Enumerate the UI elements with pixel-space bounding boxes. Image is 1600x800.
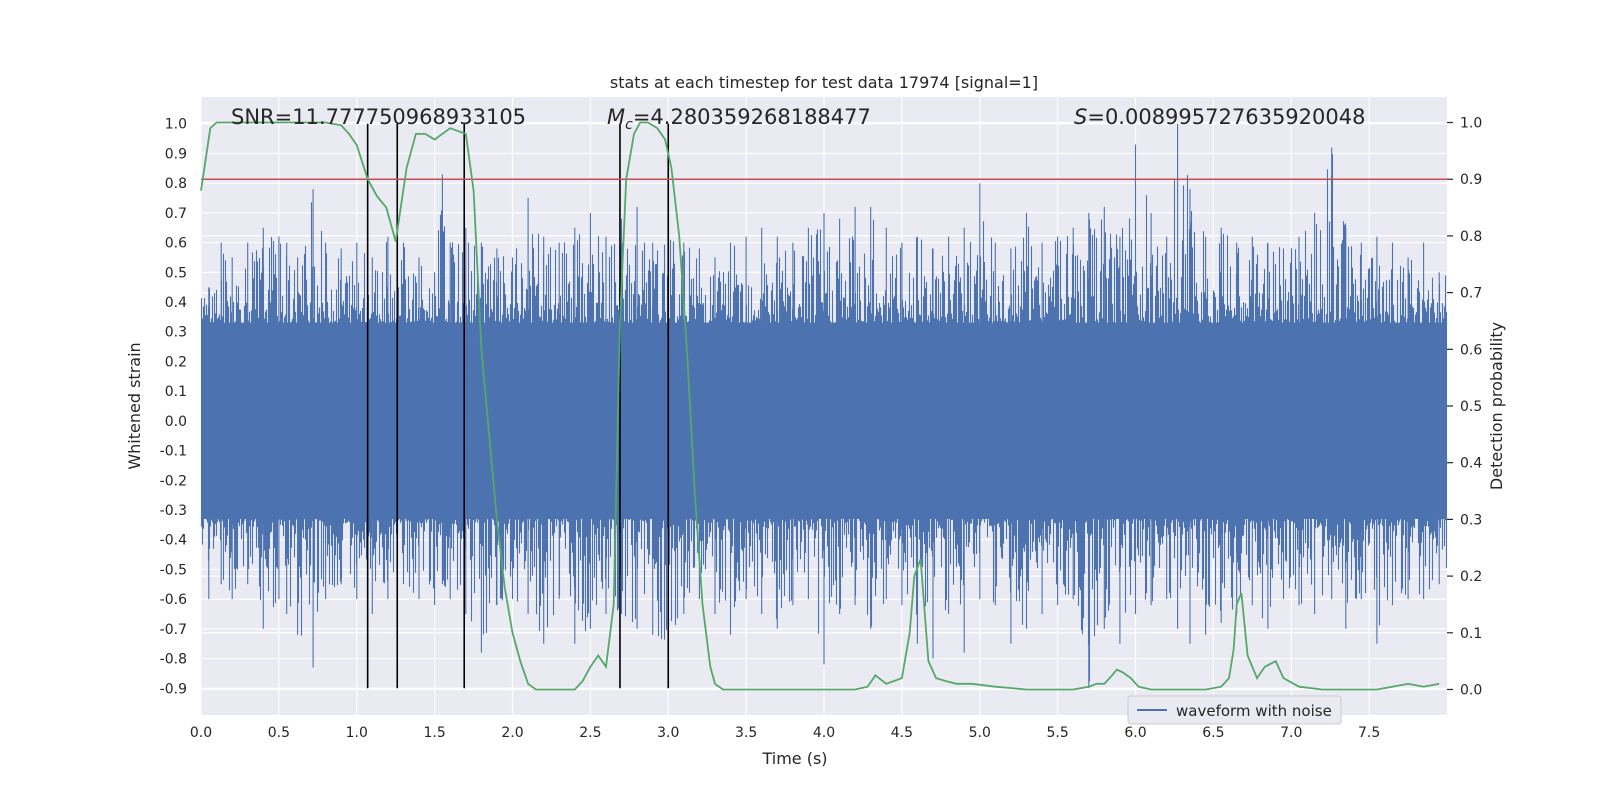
y-tick-label: -0.1 xyxy=(160,444,187,460)
y-tick-label-right: 0.6 xyxy=(1460,342,1482,358)
chirp-mass-subscript: c xyxy=(625,117,633,133)
legend: waveform with noise xyxy=(1127,695,1342,725)
y-tick-label-right: 0.4 xyxy=(1460,456,1482,472)
y-tick-label-right: 0.2 xyxy=(1460,569,1482,585)
x-tick-label: 5.5 xyxy=(1046,725,1068,741)
y-tick-label: 0.3 xyxy=(165,325,187,341)
y-tick-label: -0.8 xyxy=(160,652,187,668)
s-annotation: S=0.008995727635920048 xyxy=(1074,105,1365,129)
x-tick-label: 5.0 xyxy=(969,725,991,741)
y-tick-label-right: 0.8 xyxy=(1460,229,1482,245)
y-tick-label: 0.1 xyxy=(165,384,187,400)
chirp-mass-value: =4.280359268188477 xyxy=(633,105,871,129)
y-axis-ticks-left: 1.0 0.9 0.8 0.7 0.6 0.5 0.4 0.3 0.2 0.1 0.0 -0.1 -0.… xyxy=(160,117,187,698)
y-tick-label: -0.6 xyxy=(160,592,187,608)
x-tick-label: 1.0 xyxy=(346,725,368,741)
x-tick-label: 6.0 xyxy=(1124,725,1146,741)
y-tick-label: -0.2 xyxy=(160,473,187,489)
x-tick-label: 2.0 xyxy=(501,725,523,741)
x-tick-label: 0.0 xyxy=(190,725,212,741)
x-tick-label: 1.5 xyxy=(423,725,445,741)
y-tick-label: -0.5 xyxy=(160,562,187,578)
s-value: =0.008995727635920048 xyxy=(1087,105,1365,129)
waveform-trace xyxy=(200,123,1448,689)
y-axis-label-left: Whitened strain xyxy=(125,342,144,469)
x-tick-label: 4.0 xyxy=(813,725,835,741)
snr-annotation: SNR=11.777750968933105 xyxy=(231,105,526,129)
y-tick-label: 0.2 xyxy=(165,354,187,370)
x-tick-label: 4.5 xyxy=(891,725,913,741)
waveform-series xyxy=(200,123,1448,689)
chirp-mass-symbol: M xyxy=(607,105,625,129)
y-tick-label-right: 1.0 xyxy=(1460,116,1482,132)
y-tick-label: 0.4 xyxy=(165,295,187,311)
y-tick-label-right: 0.3 xyxy=(1460,512,1482,528)
y-axis-label-right: Detection probability xyxy=(1487,322,1506,490)
s-symbol: S xyxy=(1074,105,1087,129)
y-tick-label-right: 0.7 xyxy=(1460,286,1482,302)
x-tick-label: 3.5 xyxy=(735,725,757,741)
y-axis-ticks-right: 1.0 0.9 0.8 0.7 0.6 0.5 0.4 0.3 0.2 0.1 0.0 xyxy=(1447,116,1482,698)
x-tick-label: 0.5 xyxy=(268,725,290,741)
legend-box xyxy=(1127,695,1342,725)
y-tick-label-right: 0.1 xyxy=(1460,626,1482,642)
x-tick-label: 3.0 xyxy=(657,725,679,741)
y-tick-label: 0.9 xyxy=(165,146,187,162)
chirp-mass-annotation: Mc=4.280359268188477 xyxy=(607,105,871,133)
y-tick-label: 0.0 xyxy=(165,414,187,430)
y-tick-label: -0.3 xyxy=(160,503,187,519)
y-tick-label: 0.7 xyxy=(165,206,187,222)
x-tick-label: 7.0 xyxy=(1280,725,1302,741)
y-tick-label-right: 0.0 xyxy=(1460,682,1482,698)
y-tick-label: -0.7 xyxy=(160,622,187,638)
detection-probability-line xyxy=(200,121,1440,691)
y-tick-label: 0.8 xyxy=(165,176,187,192)
y-tick-label: -0.4 xyxy=(160,533,187,549)
legend-label-waveform: waveform with noise xyxy=(1176,702,1332,720)
y-tick-label-right: 0.5 xyxy=(1460,399,1482,415)
x-tick-label: 6.5 xyxy=(1202,725,1224,741)
y-tick-label: 0.5 xyxy=(165,265,187,281)
y-tick-label-right: 0.9 xyxy=(1460,172,1482,188)
x-tick-label: 7.5 xyxy=(1358,725,1380,741)
y-tick-label: -0.9 xyxy=(160,681,187,697)
y-tick-label: 0.6 xyxy=(165,236,187,252)
vertical-marker-lines xyxy=(366,123,670,689)
x-axis-label: Time (s) xyxy=(761,749,827,768)
y-tick-label: 1.0 xyxy=(165,117,187,133)
x-tick-label: 2.5 xyxy=(579,725,601,741)
chart-title: stats at each timestep for test data 179… xyxy=(610,73,1038,92)
x-axis-ticks: 0.0 0.5 1.0 1.5 2.0 2.5 3.0 3.5 4.0 4.5 5.0 5.5 6.0 6… xyxy=(190,725,1380,741)
